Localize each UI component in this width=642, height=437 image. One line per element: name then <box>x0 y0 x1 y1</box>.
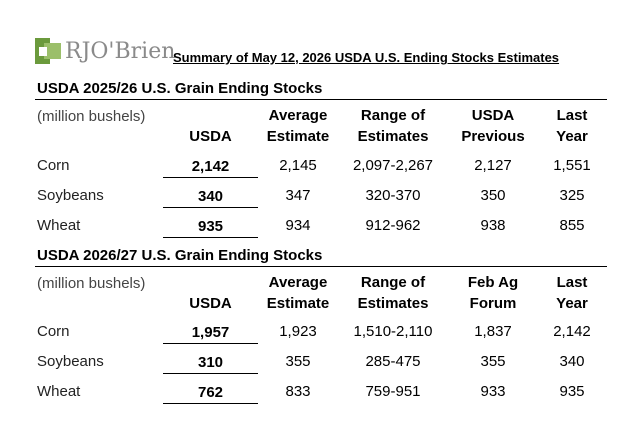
range-soybeans: 320-370 <box>365 187 421 204</box>
row-label-corn: Corn <box>37 323 70 340</box>
logo-mark-icon <box>35 38 61 64</box>
header-last-year-2: Year <box>556 128 588 145</box>
header-range-1: Range of <box>360 107 426 124</box>
section-title-2026-27: USDA 2026/27 U.S. Grain Ending Stocks <box>37 247 323 264</box>
header-usda: USDA <box>189 128 232 145</box>
header-last-year-1: Last <box>556 274 588 291</box>
section-rule <box>35 266 607 267</box>
header-usda: USDA <box>189 295 232 312</box>
range-soybeans: 285-475 <box>365 353 421 370</box>
range-corn: 2,097-2,267 <box>352 157 434 174</box>
avg-estimate-corn: 2,145 <box>279 157 317 174</box>
last-year-soybeans: 325 <box>559 187 585 204</box>
last-year-wheat: 855 <box>559 217 585 234</box>
last-year-soybeans: 340 <box>559 353 585 370</box>
usda-value-soybeans: 310 <box>163 352 258 374</box>
header-range-1: Range of <box>360 274 426 291</box>
avg-estimate-wheat: 833 <box>285 383 311 400</box>
avg-estimate-corn: 1,923 <box>279 323 317 340</box>
range-corn: 1,510-2,110 <box>353 323 433 340</box>
header-range-2: Estimates <box>357 128 429 145</box>
header-average-2: Estimate <box>266 128 330 145</box>
row-label-corn: Corn <box>37 157 70 174</box>
section-title-2025-26: USDA 2025/26 U.S. Grain Ending Stocks <box>37 80 323 97</box>
usda-value-wheat: 935 <box>163 216 258 238</box>
avg-estimate-soybeans: 355 <box>285 353 311 370</box>
usda-value-wheat: 762 <box>163 382 258 404</box>
usda-value-corn: 1,957 <box>163 322 258 344</box>
header-average-2: Estimate <box>266 295 330 312</box>
units-label: (million bushels) <box>37 108 146 125</box>
last-year-corn: 1,551 <box>553 157 591 174</box>
previous-wheat: 938 <box>480 217 506 234</box>
logo-text: RJO'Brien <box>65 38 176 64</box>
last-year-corn: 2,142 <box>553 323 591 340</box>
last-year-wheat: 935 <box>559 383 585 400</box>
header-feb-ag-forum-2: Forum <box>469 295 517 312</box>
previous-corn: 2,127 <box>474 157 512 174</box>
header-previous-2: Previous <box>461 128 525 145</box>
rjobrien-logo: RJO'Brien <box>35 36 175 66</box>
feb-ag-forum-soybeans: 355 <box>480 353 506 370</box>
feb-ag-forum-wheat: 933 <box>480 383 506 400</box>
units-label: (million bushels) <box>37 275 146 292</box>
previous-soybeans: 350 <box>480 187 506 204</box>
row-label-wheat: Wheat <box>37 383 81 400</box>
header-last-year-2: Year <box>556 295 588 312</box>
usda-value-corn: 2,142 <box>163 156 258 178</box>
usda-value-soybeans: 340 <box>163 186 258 208</box>
summary-title: Summary of May 12, 2026 USDA U.S. Ending… <box>173 50 560 65</box>
header-range-2: Estimates <box>357 295 429 312</box>
row-label-soybeans: Soybeans <box>37 187 104 204</box>
range-wheat: 759-951 <box>365 383 421 400</box>
header-last-year-1: Last <box>556 107 588 124</box>
range-wheat: 912-962 <box>365 217 421 234</box>
feb-ag-forum-corn: 1,837 <box>474 323 512 340</box>
header-average-1: Average <box>268 274 328 291</box>
header-previous-1: USDA <box>471 107 515 124</box>
header-average-1: Average <box>268 107 328 124</box>
avg-estimate-wheat: 934 <box>285 217 311 234</box>
row-label-wheat: Wheat <box>37 217 81 234</box>
section-rule <box>35 99 607 100</box>
row-label-soybeans: Soybeans <box>37 353 104 370</box>
header-feb-ag-forum-1: Feb Ag <box>467 274 519 291</box>
avg-estimate-soybeans: 347 <box>285 187 311 204</box>
